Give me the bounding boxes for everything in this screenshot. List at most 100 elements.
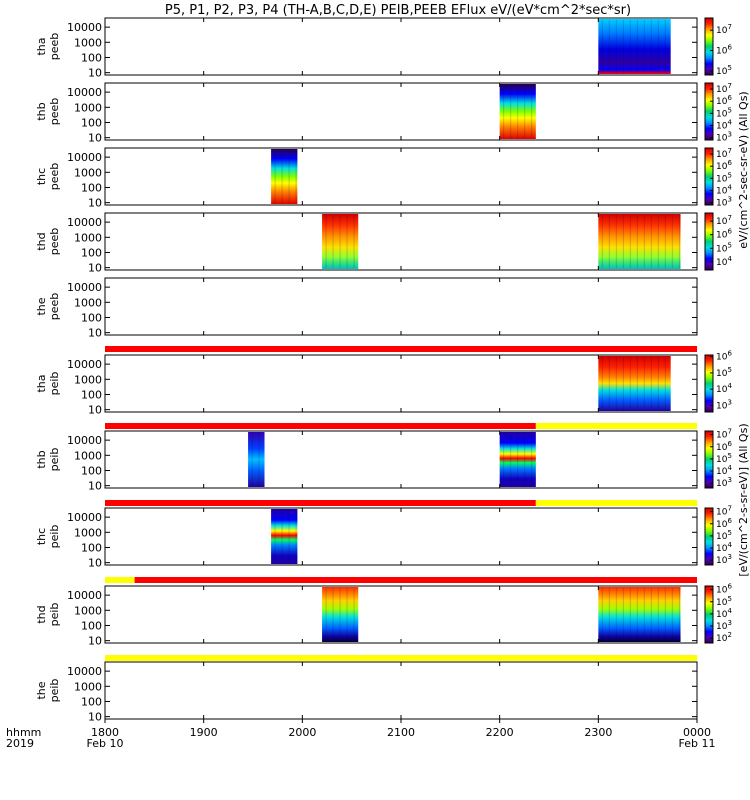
panel-product-label: peeb: [48, 98, 61, 126]
colorbar-tick-label: 107: [716, 428, 732, 441]
colorbar-tick-label: 105: [716, 241, 732, 254]
panel-probe-label: thc: [35, 168, 48, 185]
y-tick-label: 10000: [67, 21, 102, 34]
y-tick-label: 100: [81, 695, 102, 708]
colorbar-tick-label: 104: [716, 255, 732, 268]
chart-title: P5, P1, P2, P3, P4 (TH-A,B,C,D,E) PEIB,P…: [165, 3, 631, 18]
status-bar-segment: [105, 346, 697, 352]
y-tick-label: 10: [88, 635, 102, 648]
panel-probe-label: thc: [35, 528, 48, 545]
panel-probe-label: tha: [35, 37, 48, 55]
x-tick-label: 1800: [91, 726, 119, 739]
panel-the-peib: 10 100 1000 10000 the peib: [35, 661, 698, 724]
panel-tha-peib: 10 100 1000 10000 tha peib: [35, 354, 698, 417]
panel-probe-label: thd: [35, 232, 48, 250]
x-tick-label: 2300: [584, 726, 612, 739]
colorbar-tick-label: 103: [716, 619, 732, 632]
colorbar-tick-label: 103: [716, 398, 732, 411]
colorbar-tick-label: 107: [716, 23, 732, 36]
panel-probe-label: the: [35, 681, 48, 699]
colorbar-label-ion: [eV/(cm^2-s-sr-eV)] (All Qs): [737, 423, 750, 576]
y-tick-label: 10: [88, 132, 102, 145]
y-tick-label: 1000: [74, 449, 102, 462]
colorbar-tick-label: 105: [716, 171, 732, 184]
colorbar-tick-label: 106: [716, 440, 732, 453]
x-axis-end-date: Feb 11: [679, 737, 716, 750]
panel-product-label: peib: [48, 525, 61, 549]
panel-product-label: peib: [48, 448, 61, 472]
data-block: [598, 587, 681, 642]
colorbar-tick-label: 106: [716, 517, 732, 530]
colorbars: 1071061051071061051041031071061051041031…: [704, 17, 732, 644]
y-tick-label: 100: [81, 246, 102, 259]
status-bar-segment: [105, 655, 697, 661]
y-tick-label: 100: [81, 51, 102, 64]
colorbar-tick-label: 103: [716, 196, 732, 209]
colorbar-tick-label: 102: [716, 631, 732, 644]
x-tick-label: 0000: [683, 726, 711, 739]
x-axis-start-date: Feb 10: [87, 737, 124, 750]
status-bars: [105, 346, 698, 661]
panel-probe-label: thb: [35, 450, 48, 468]
status-bar-segment: [535, 500, 697, 506]
data-block: [271, 149, 298, 204]
y-tick-label: 10: [88, 67, 102, 80]
colorbar-tick-label: 105: [716, 595, 732, 608]
x-axis-year-label: 2019: [6, 737, 34, 750]
data-block: [322, 214, 359, 269]
colorbar-tick-label: 105: [716, 106, 732, 119]
panel-tha-peeb: 10 100 1000 10000 tha peeb: [35, 17, 698, 80]
y-tick-label: 1000: [74, 36, 102, 49]
colorbar-tick-label: 105: [716, 366, 732, 379]
y-tick-label: 10000: [67, 511, 102, 524]
panel-probe-label: thd: [35, 605, 48, 623]
y-tick-label: 1000: [74, 604, 102, 617]
data-block: [271, 509, 298, 564]
y-tick-label: 1000: [74, 231, 102, 244]
y-tick-label: 10: [88, 197, 102, 210]
data-block: [598, 356, 671, 411]
colorbar-tick-label: 106: [716, 159, 732, 172]
colorbar-tick-label: 104: [716, 183, 732, 196]
y-tick-label: 10000: [67, 281, 102, 294]
data-block: [598, 214, 681, 269]
y-tick-label: 10000: [67, 434, 102, 447]
status-bar-segment: [105, 423, 536, 429]
colorbar-tick-label: 104: [716, 382, 732, 395]
y-tick-label: 1000: [74, 166, 102, 179]
status-bar-segment: [105, 500, 536, 506]
colorbar-tick-label: 106: [716, 583, 732, 596]
y-tick-label: 10000: [67, 358, 102, 371]
panel-thc-peib: 10 100 1000 10000 thc peib: [35, 507, 698, 570]
y-tick-label: 100: [81, 388, 102, 401]
data-block: [499, 84, 536, 139]
colorbar-tick-label: 103: [716, 131, 732, 144]
y-tick-label: 10: [88, 480, 102, 493]
y-tick-label: 100: [81, 181, 102, 194]
y-tick-label: 100: [81, 116, 102, 129]
colorbar-tick-label: 103: [716, 553, 732, 566]
colorbar-tick-label: 107: [716, 82, 732, 95]
x-tick-label: 2100: [387, 726, 415, 739]
panel-product-label: peib: [48, 679, 61, 703]
panel-thb-peib: 10 100 1000 10000 thb peib: [35, 430, 698, 493]
panel-product-label: peeb: [48, 293, 61, 321]
panel-thb-peeb: 10 100 1000 10000 thb peeb: [35, 82, 698, 145]
colorbar-tick-label: 106: [716, 228, 732, 241]
colorbar-tick-label: 104: [716, 464, 732, 477]
y-tick-label: 10000: [67, 665, 102, 678]
colorbar: 107 106 105: [704, 17, 732, 77]
colorbar-tick-label: 106: [716, 94, 732, 107]
panel-thd-peeb: 10 100 1000 10000 thd peeb: [35, 212, 698, 275]
y-tick-label: 1000: [74, 101, 102, 114]
data-block: [598, 19, 671, 74]
panel-thc-peeb: 10 100 1000 10000 thc peeb: [35, 147, 698, 210]
panel-product-label: peeb: [48, 228, 61, 256]
y-tick-label: 100: [81, 464, 102, 477]
